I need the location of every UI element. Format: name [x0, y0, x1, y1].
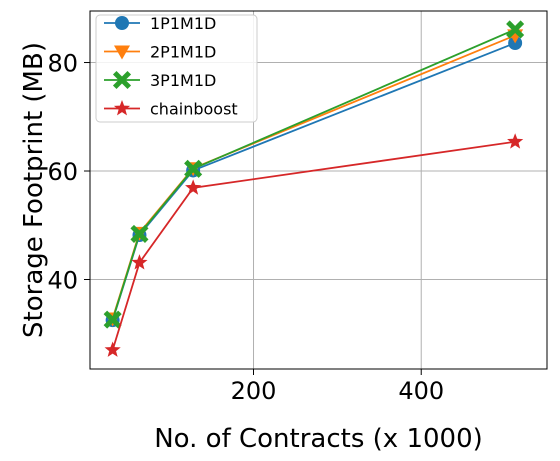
y-axis-label: Storage Footprint (MB) — [19, 42, 49, 338]
series-chainboost — [104, 133, 524, 357]
legend-marker — [115, 16, 129, 30]
data-point — [131, 254, 148, 270]
series-layer — [103, 20, 525, 357]
data-point — [130, 224, 149, 243]
legend-marker — [113, 100, 131, 116]
legend-label: chainboost — [150, 100, 238, 119]
axis-ticks: 200 400 40 60 80 — [47, 50, 444, 405]
x-tick-label: 200 — [231, 377, 277, 405]
series-line — [111, 140, 516, 351]
legend-item: chainboost — [104, 100, 238, 119]
legend-marker — [114, 45, 130, 60]
data-point — [507, 133, 524, 149]
plot-frame — [89, 10, 548, 370]
data-point — [506, 20, 525, 39]
data-point — [104, 341, 121, 357]
legend-label: 2P1M1D — [150, 43, 216, 62]
x-axis-label: No. of Contracts (x 1000) — [154, 424, 483, 454]
legend-item: 2P1M1D — [104, 43, 216, 62]
data-point — [185, 179, 202, 195]
legend-marker — [112, 70, 132, 90]
data-point — [184, 159, 203, 178]
series-3P1M1D — [103, 20, 525, 329]
y-tick-label: 60 — [47, 158, 78, 186]
data-point — [103, 310, 122, 329]
legend-item: 3P1M1D — [104, 70, 216, 90]
legend-label: 1P1M1D — [150, 14, 216, 33]
y-tick-label: 40 — [47, 267, 78, 295]
legend-item: 1P1M1D — [104, 14, 216, 33]
x-tick-label: 400 — [398, 377, 444, 405]
legend-box — [95, 14, 258, 123]
series-line — [111, 28, 516, 320]
legend: 1P1M1D 2P1M1D 3P1M1D chainboost — [95, 14, 258, 123]
y-tick-label: 80 — [47, 50, 78, 78]
legend-label: 3P1M1D — [150, 71, 216, 90]
